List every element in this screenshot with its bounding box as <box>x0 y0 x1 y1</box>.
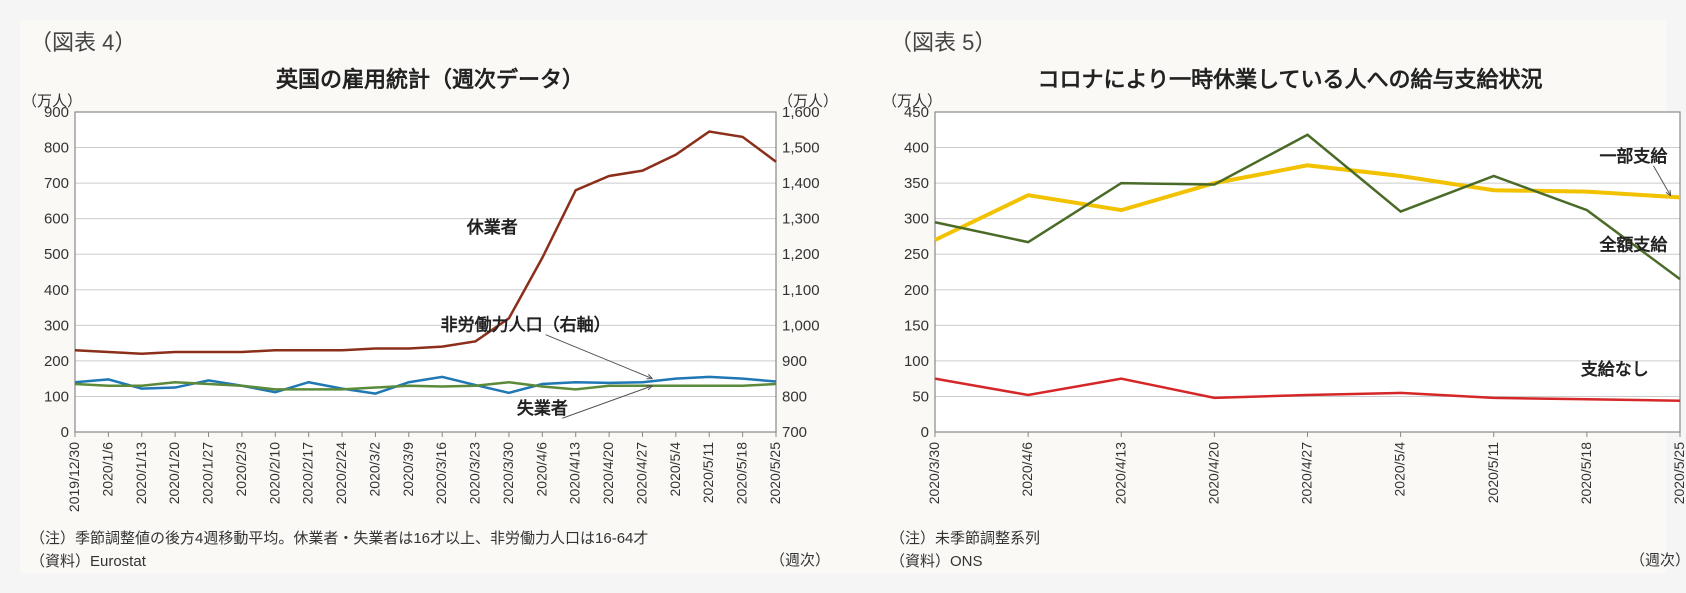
svg-text:2020/3/23: 2020/3/23 <box>467 442 483 504</box>
svg-text:2020/4/27: 2020/4/27 <box>1299 442 1315 504</box>
svg-text:2020/5/4: 2020/5/4 <box>1392 442 1408 497</box>
svg-text:1,100: 1,100 <box>782 282 820 299</box>
svg-text:350: 350 <box>904 175 929 192</box>
svg-text:2020/4/20: 2020/4/20 <box>600 442 616 504</box>
note-right-2: （資料）ONS <box>890 551 1686 574</box>
svg-text:休業者: 休業者 <box>466 217 518 237</box>
svg-text:50: 50 <box>912 388 929 405</box>
svg-text:2020/4/6: 2020/4/6 <box>533 442 549 497</box>
svg-text:2020/4/13: 2020/4/13 <box>567 442 583 504</box>
svg-text:2020/5/11: 2020/5/11 <box>1485 442 1501 503</box>
svg-text:500: 500 <box>44 246 69 263</box>
svg-text:600: 600 <box>44 211 69 228</box>
y-right-unit: （万人） <box>778 90 838 111</box>
note-left-1: （注）季節調整値の後方4週移動平均。休業者・失業者は16才以上、非労働力人口は1… <box>30 528 840 551</box>
svg-text:400: 400 <box>904 140 929 157</box>
svg-text:1,500: 1,500 <box>782 140 820 157</box>
svg-text:400: 400 <box>44 282 69 299</box>
svg-text:2020/2/3: 2020/2/3 <box>233 442 249 497</box>
svg-text:2020/1/13: 2020/1/13 <box>133 442 149 504</box>
svg-text:800: 800 <box>782 388 807 405</box>
svg-text:2020/2/10: 2020/2/10 <box>266 442 282 504</box>
svg-text:0: 0 <box>921 424 929 441</box>
svg-text:100: 100 <box>904 353 929 370</box>
chart-left-title: 英国の雇用統計（週次データ） <box>20 62 840 94</box>
svg-text:1,000: 1,000 <box>782 317 820 334</box>
svg-text:1,200: 1,200 <box>782 246 820 263</box>
svg-text:2019/12/30: 2019/12/30 <box>66 442 82 512</box>
note-right-1: （注）未季節調整系列 <box>890 528 1686 551</box>
notes-left: （注）季節調整値の後方4週移動平均。休業者・失業者は16才以上、非労働力人口は1… <box>30 528 840 573</box>
svg-text:900: 900 <box>782 353 807 370</box>
svg-text:700: 700 <box>782 424 807 441</box>
figure-label-5: （図表 5） <box>890 25 1686 57</box>
x-unit-left: （週次） <box>770 549 830 570</box>
panel-left: （図表 4） 英国の雇用統計（週次データ） （万人） （万人） 0 100 200 3… <box>20 20 840 573</box>
x-unit-right: （週次） <box>1630 549 1686 570</box>
svg-text:2020/3/30: 2020/3/30 <box>926 442 942 504</box>
svg-text:2020/5/11: 2020/5/11 <box>700 442 716 503</box>
svg-text:0: 0 <box>61 424 69 441</box>
charts-container: （図表 4） 英国の雇用統計（週次データ） （万人） （万人） 0 100 200 3… <box>20 20 1666 573</box>
svg-text:2020/3/9: 2020/3/9 <box>400 442 416 497</box>
svg-text:2020/2/17: 2020/2/17 <box>300 442 316 504</box>
svg-text:非労働力人口（右軸）: 非労働力人口（右軸） <box>441 315 611 335</box>
y-left-unit-r: （万人） <box>882 90 942 111</box>
svg-text:2020/4/13: 2020/4/13 <box>1112 442 1128 504</box>
svg-text:1,400: 1,400 <box>782 175 820 192</box>
svg-text:150: 150 <box>904 317 929 334</box>
y-left-unit: （万人） <box>22 90 82 111</box>
svg-text:1,300: 1,300 <box>782 211 820 228</box>
svg-text:2020/5/25: 2020/5/25 <box>1671 442 1686 504</box>
svg-text:100: 100 <box>44 388 69 405</box>
svg-text:200: 200 <box>904 282 929 299</box>
chart-right: コロナにより一時休業している人への給与支給状況 （万人） 05010015020… <box>880 62 1686 522</box>
chart-right-svg: 0501001502002503003504004502020/3/302020… <box>880 62 1686 522</box>
svg-text:2020/3/30: 2020/3/30 <box>500 442 516 504</box>
chart-left-svg: 01002003004005006007008009007008009001,0… <box>20 62 840 522</box>
svg-text:2020/5/18: 2020/5/18 <box>734 442 750 504</box>
svg-text:2020/5/18: 2020/5/18 <box>1578 442 1594 504</box>
panel-right: （図表 5） コロナにより一時休業している人への給与支給状況 （万人） 0 50 1… <box>880 20 1686 573</box>
svg-text:700: 700 <box>44 175 69 192</box>
svg-text:失業者: 失業者 <box>517 398 568 418</box>
svg-text:2020/5/25: 2020/5/25 <box>767 442 783 504</box>
svg-text:全額支給: 全額支給 <box>1598 235 1668 255</box>
svg-text:2020/1/20: 2020/1/20 <box>166 442 182 504</box>
svg-text:200: 200 <box>44 353 69 370</box>
svg-text:2020/1/6: 2020/1/6 <box>99 442 115 497</box>
figure-label-4: （図表 4） <box>30 25 830 57</box>
svg-text:800: 800 <box>44 140 69 157</box>
chart-left: 英国の雇用統計（週次データ） （万人） （万人） 0 100 200 300 400 50… <box>20 62 840 522</box>
svg-text:2020/4/20: 2020/4/20 <box>1205 442 1221 504</box>
svg-text:一部支給: 一部支給 <box>1599 146 1668 166</box>
svg-text:2020/4/27: 2020/4/27 <box>633 442 649 504</box>
notes-right: （注）未季節調整系列 （資料）ONS <box>890 528 1686 573</box>
svg-text:2020/3/2: 2020/3/2 <box>366 442 382 497</box>
note-left-2: （資料）Eurostat <box>30 551 840 574</box>
svg-text:支給なし: 支給なし <box>1581 359 1649 379</box>
svg-text:2020/2/24: 2020/2/24 <box>333 442 349 504</box>
svg-text:2020/5/4: 2020/5/4 <box>667 442 683 497</box>
svg-text:300: 300 <box>904 211 929 228</box>
chart-right-title: コロナにより一時休業している人への給与支給状況 <box>880 62 1686 94</box>
svg-text:2020/4/6: 2020/4/6 <box>1019 442 1035 497</box>
svg-text:2020/1/27: 2020/1/27 <box>200 442 216 504</box>
svg-text:2020/3/16: 2020/3/16 <box>433 442 449 504</box>
svg-text:250: 250 <box>904 246 929 263</box>
svg-text:300: 300 <box>44 317 69 334</box>
